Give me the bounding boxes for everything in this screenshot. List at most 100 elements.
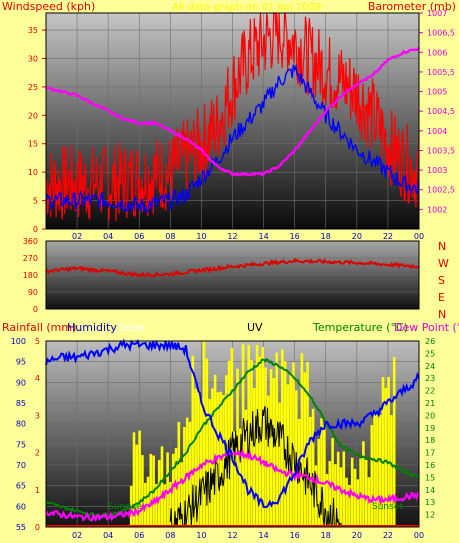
x-tick-label-top: 10 [196,232,206,241]
humidity-line [45,338,420,509]
temperature-tick-label: 17 [425,449,435,458]
solar-bar [356,479,360,527]
compass-letter-e: E [438,291,445,304]
solar-bar [132,432,136,527]
solar-bar [267,395,270,527]
rainfall-axis-label: Rainfall (mm) [2,321,76,334]
solar-bar [390,415,393,527]
solar-bar [146,476,150,527]
solar-bar [177,422,181,527]
solar-bar [264,367,267,527]
solar-bar [348,484,351,527]
solar-bar [364,460,368,527]
x-tick-label-top: 08 [165,232,175,241]
solar-bar [289,373,292,527]
rainfall-tick-label: 0 [35,523,40,532]
solar-bar [208,398,211,527]
barometer-tick-label: 1006 [427,48,447,57]
humidity-tick-label: 80 [16,420,26,429]
solar-bar [283,361,287,527]
humidity-tick-label: 65 [16,482,26,491]
solar-bar [222,395,225,527]
humidity-tick-label: 70 [16,461,26,470]
compass-letter-w: W [438,257,449,270]
solar-bar [171,453,175,527]
solar-bar [205,358,209,527]
humidity-frame [45,340,420,528]
humidity-tick-label: 100 [11,337,26,346]
windspeed-tick-label: 0 [33,225,38,234]
x-tick-label-top: 22 [383,232,393,241]
solar-bar [387,376,390,527]
humidity-tick-label: 55 [16,523,26,532]
windspeed-tick-label: 25 [28,83,38,92]
temperature-tick-label: 25 [425,349,435,358]
direction-tick-label: 270 [23,254,38,263]
barometer-tick-label: 1006,5 [427,29,455,38]
solar-bar [384,387,388,527]
solar-bar [183,427,186,527]
x-tick-label-top: 04 [103,232,113,241]
x-tick-label-top: 18 [321,232,331,241]
direction-tick-label: 90 [28,288,38,297]
uv-axis-label: UV [247,321,263,334]
rainfall-tick-label: 5 [35,337,40,346]
tick-labels: 0510152025303510021002,510031003,5100410… [11,9,455,540]
humidity-tick-label: 60 [16,502,26,511]
solar-bar [244,409,248,527]
solar-bar [275,352,278,527]
solar-bar [199,398,203,527]
uv-line [169,405,342,528]
solar-bar [320,418,323,527]
temperature-tick-label: 26 [425,337,435,346]
barometer-tick-label: 1002,5 [427,186,455,195]
dewpoint-axis-label: Dew Point (°C) [394,321,459,334]
solar-bar [323,425,326,527]
sunrise-label: Sunrise [108,502,142,512]
solar-bar [213,374,217,527]
rainfall-tick-label: 2 [35,449,40,458]
windspeed-tick-label: 20 [28,111,38,120]
direction-frame [45,240,420,310]
sunset-label: Sunset [372,502,403,512]
temperature-tick-label: 12 [425,511,435,520]
temperature-tick-label: 21 [425,399,435,408]
solar-bar [328,461,332,527]
barometer-tick-label: 1004 [427,127,447,136]
solar-bar [325,474,329,527]
solar-bar [370,425,374,527]
humidity-tick-label: 95 [16,358,26,367]
windspeed-tick-label: 10 [28,168,38,177]
solar-bar [300,353,304,527]
chart-title: All data graph on 01 Jan 2009 [172,2,321,13]
solar-bar [334,464,337,527]
barometer-tick-label: 1005,5 [427,68,455,77]
solar-bar [378,415,382,527]
windspeed-tick-label: 5 [33,197,38,206]
barometer-tick-label: 1007 [427,9,447,18]
solar-bar [211,388,214,527]
temperature-tick-label: 23 [425,374,435,383]
solar-axis-label: Solar [118,321,147,334]
solar-bar [163,484,167,527]
temperature-tick-label: 24 [425,362,435,371]
rainfall-tick-label: 3 [35,411,40,420]
solar-bar [149,453,153,527]
solar-bar [135,444,139,527]
solar-bar [314,465,318,527]
windspeed-gust-line [45,12,420,222]
x-tick-label-top: 06 [134,232,144,241]
x-tick-label-top: 12 [227,232,237,241]
solar-bar [166,452,169,527]
solar-bar [269,369,273,527]
solar-bar [180,462,183,527]
solar-bar [373,412,376,527]
solar-bar [281,349,284,527]
barometer-tick-label: 1004,5 [427,107,455,116]
solar-bar [247,344,250,527]
solar-bar [233,431,236,527]
temperature-tick-label: 19 [425,424,435,433]
solar-bar [250,360,253,527]
solar-bar [353,468,357,527]
